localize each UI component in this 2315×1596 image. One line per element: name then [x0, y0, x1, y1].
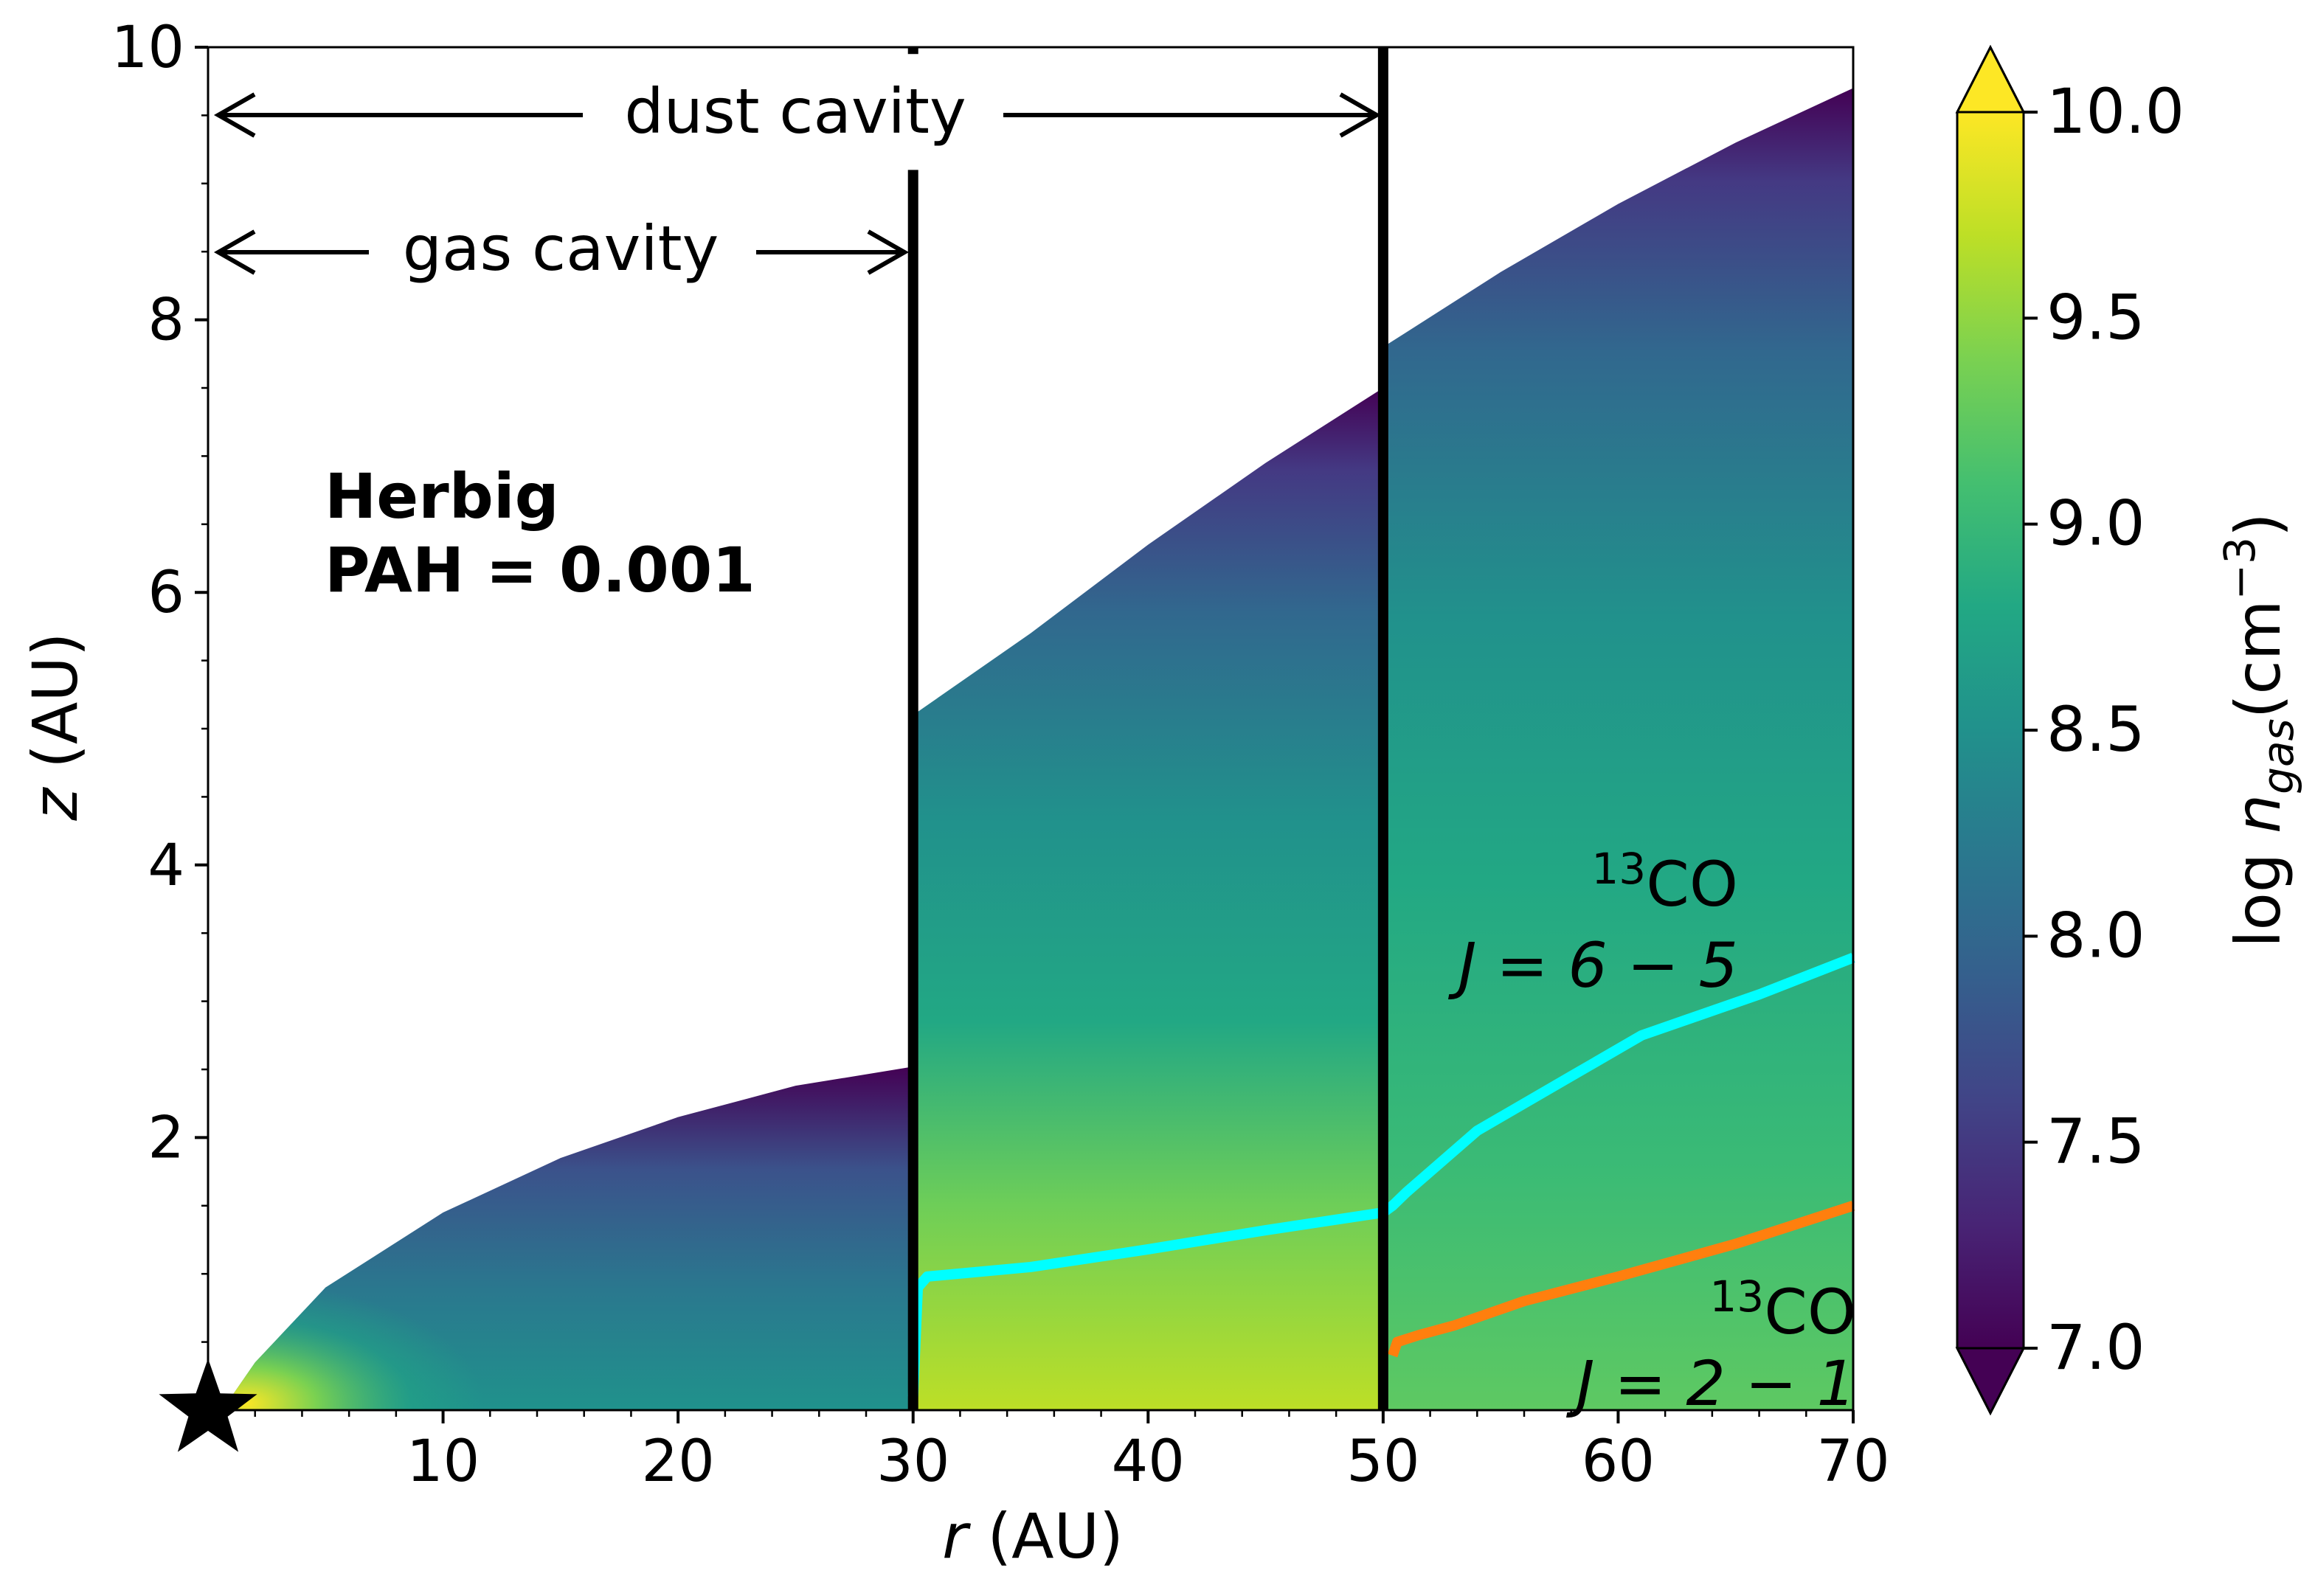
colorbar-extend-bottom — [1955, 1347, 2026, 1416]
y-axis-ticks: 2 4 6 8 10 — [111, 15, 208, 1343]
outer-disk-region — [1383, 88, 1853, 1411]
colorbar-ticks: 7.0 7.5 8.0 8.5 9.0 9.5 10.0 — [2024, 75, 2184, 1384]
colorbar-label: log ngas(cm−3) — [2215, 513, 2303, 948]
colorbar: 7.0 7.5 8.0 8.5 9.0 9.5 10.0 log ngas(cm−3) — [1955, 44, 2303, 1416]
x-tick-label: 50 — [1346, 1429, 1419, 1495]
colorbar-tick-label: 10.0 — [2046, 75, 2184, 148]
plot-area — [207, 46, 1855, 1412]
series-13co-j6-5-label-transition: J = 6 − 5 — [1448, 929, 1738, 1002]
x-tick-label: 40 — [1112, 1429, 1185, 1495]
colorbar-tick-label: 9.0 — [2046, 488, 2145, 560]
model-label-line2: PAH = 0.001 — [325, 534, 755, 606]
gap-disk-region — [913, 388, 1383, 1410]
x-tick-label: 10 — [406, 1429, 480, 1495]
colorbar-tick-label: 7.5 — [2046, 1106, 2145, 1178]
model-label-line1: Herbig — [325, 460, 559, 532]
y-tick-label: 4 — [148, 833, 184, 899]
gas-cavity-annotation: gas cavity — [213, 212, 910, 285]
x-tick-label: 60 — [1582, 1429, 1655, 1495]
colorbar-extend-top — [1955, 44, 2026, 114]
gas-cavity-arrowhead-left — [213, 229, 256, 275]
series-13co-j6-5-label-molecule: 13CO — [1591, 844, 1738, 920]
y-tick-label: 10 — [111, 15, 184, 81]
x-axis-label: r (AU) — [942, 1500, 1124, 1572]
colorbar-body — [1957, 112, 2024, 1348]
dust-cavity-annotation: dust cavity — [213, 75, 1382, 148]
x-tick-label: 30 — [876, 1429, 949, 1495]
dust-cavity-arrowhead-right — [1339, 92, 1382, 138]
y-tick-label: 6 — [148, 560, 184, 626]
colorbar-tick-label: 7.0 — [2046, 1311, 2145, 1384]
x-tick-label: 20 — [642, 1429, 715, 1495]
colorbar-tick-label: 9.5 — [2046, 281, 2145, 353]
series-13co-j2-1-line — [1387, 1201, 1855, 1358]
star-icon — [159, 1359, 257, 1452]
inner-disk-hot-core — [231, 1066, 913, 1410]
series-13co-j2-1-label-transition: J = 2 − 1 — [1566, 1347, 1856, 1420]
colorbar-tick-label: 8.5 — [2046, 693, 2145, 766]
dust-cavity-arrowhead-left — [213, 92, 256, 138]
dust-cavity-label: dust cavity — [624, 75, 966, 148]
gas-cavity-label: gas cavity — [403, 212, 719, 285]
x-tick-label: 70 — [1816, 1429, 1889, 1495]
y-tick-label: 8 — [148, 288, 184, 354]
y-tick-label: 2 — [148, 1105, 184, 1171]
series-13co-j2-1-label-molecule: 13CO — [1709, 1271, 1856, 1348]
x-axis-ticks: 10 20 30 40 50 60 70 — [254, 1410, 1890, 1495]
colorbar-tick-label: 8.0 — [2046, 899, 2145, 971]
y-axis-label: z (AU) — [19, 632, 91, 821]
gas-cavity-arrowhead-right — [867, 229, 910, 275]
